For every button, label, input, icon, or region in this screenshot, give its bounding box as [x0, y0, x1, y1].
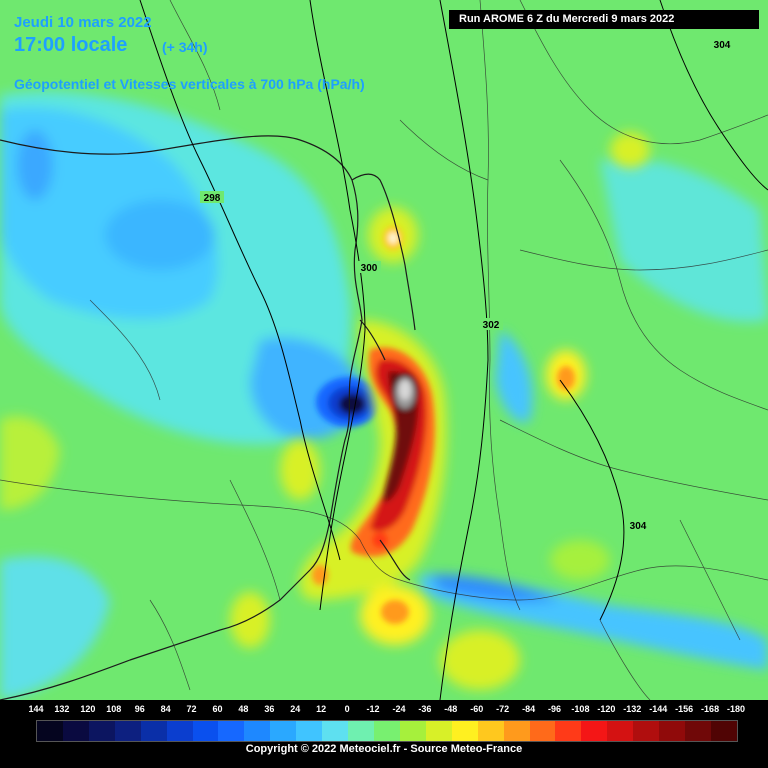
isoline-label: 302: [483, 320, 500, 331]
legend-swatch: [581, 721, 608, 741]
legend-swatch: [322, 721, 349, 741]
legend-tick-label: -72: [496, 704, 510, 714]
legend-tick-label: -144: [649, 704, 668, 714]
legend-swatch: [685, 721, 711, 741]
legend-tick-label: 12: [316, 704, 327, 714]
legend-swatch: [270, 721, 297, 741]
isoline-label: 304: [714, 40, 731, 51]
legend-tick-label: -156: [675, 704, 694, 714]
legend-tick-label: 36: [264, 704, 275, 714]
legend-tick-label: 132: [54, 704, 70, 714]
legend-swatch: [62, 721, 89, 741]
isoline-label: 298: [204, 193, 221, 204]
forecast-lead: (+ 34h): [162, 39, 208, 55]
isoline-label: 304: [630, 521, 647, 532]
legend-swatch: [399, 721, 426, 741]
legend-swatch: [451, 721, 478, 741]
legend-tick-label: 84: [160, 704, 171, 714]
legend-swatch: [218, 721, 245, 741]
legend-tick-label: 24: [290, 704, 301, 714]
legend-tick-label: -60: [470, 704, 484, 714]
legend-swatch: [348, 721, 374, 741]
legend-swatch: [503, 721, 530, 741]
legend-ticks: 144 132 120 108 96 84 72 60 48 36 24 12 0 -12 -24 -36 -4…: [26, 704, 746, 718]
descent-core: [316, 377, 380, 427]
legend-tick-label: -48: [444, 704, 458, 714]
legend-tick-label: -96: [548, 704, 562, 714]
legend-tick-label: 108: [106, 704, 122, 714]
legend-tick-label: 72: [186, 704, 197, 714]
legend-swatch: [607, 721, 634, 741]
legend-tick-label: -120: [597, 704, 616, 714]
legend-swatch: [555, 721, 582, 741]
legend-tick-label: 144: [28, 704, 44, 714]
legend-colorbar: [36, 720, 738, 742]
legend-swatch: [88, 721, 115, 741]
coastlines: [0, 135, 416, 701]
legend-tick-label: -180: [726, 704, 746, 714]
parameter-title: Géopotentiel et Vitesses verticales à 70…: [14, 76, 365, 92]
legend-tick-label: -36: [418, 704, 432, 714]
legend-swatch: [37, 721, 63, 741]
legend-tick-label: 48: [238, 704, 249, 714]
legend-tick-label: -84: [522, 704, 536, 714]
legend-swatch: [244, 721, 271, 741]
legend-tick-label: -132: [623, 704, 642, 714]
legend-swatch: [425, 721, 452, 741]
forecast-time: 17:00 locale: [14, 34, 128, 56]
legend-swatch: [659, 721, 686, 741]
legend-swatch: [633, 721, 660, 741]
legend-swatch: [373, 721, 400, 741]
legend-swatch: [140, 721, 167, 741]
legend-tick-label: 0: [344, 704, 350, 714]
legend-tick-label: -12: [366, 704, 380, 714]
forecast-date: Jeudi 10 mars 2022: [14, 14, 152, 31]
legend-swatch: [529, 721, 556, 741]
copyright-notice: Copyright © 2022 Meteociel.fr - Source M…: [245, 743, 523, 755]
legend-tick-label: -108: [571, 704, 590, 714]
legend-tick-label: -24: [392, 704, 406, 714]
legend-swatch: [296, 721, 323, 741]
isoline-labels: 298 300 302 304 304: [200, 38, 734, 532]
legend-swatch: [114, 721, 141, 741]
run-banner: Run AROME 6 Z du Mercredi 9 mars 2022: [449, 10, 759, 29]
legend-tick-label: 96: [134, 704, 145, 714]
legend-swatch: [477, 721, 504, 741]
legend-tick-label: 60: [212, 704, 223, 714]
legend-swatch: [710, 721, 737, 741]
borders: [0, 0, 768, 701]
legend-tick-label: 120: [80, 704, 96, 714]
legend-swatch: [166, 721, 193, 741]
legend-swatch: [192, 721, 219, 741]
isoline-label: 300: [361, 263, 378, 274]
legend-tick-label: -168: [701, 704, 720, 714]
geopotential-isolines: [139, 0, 768, 701]
